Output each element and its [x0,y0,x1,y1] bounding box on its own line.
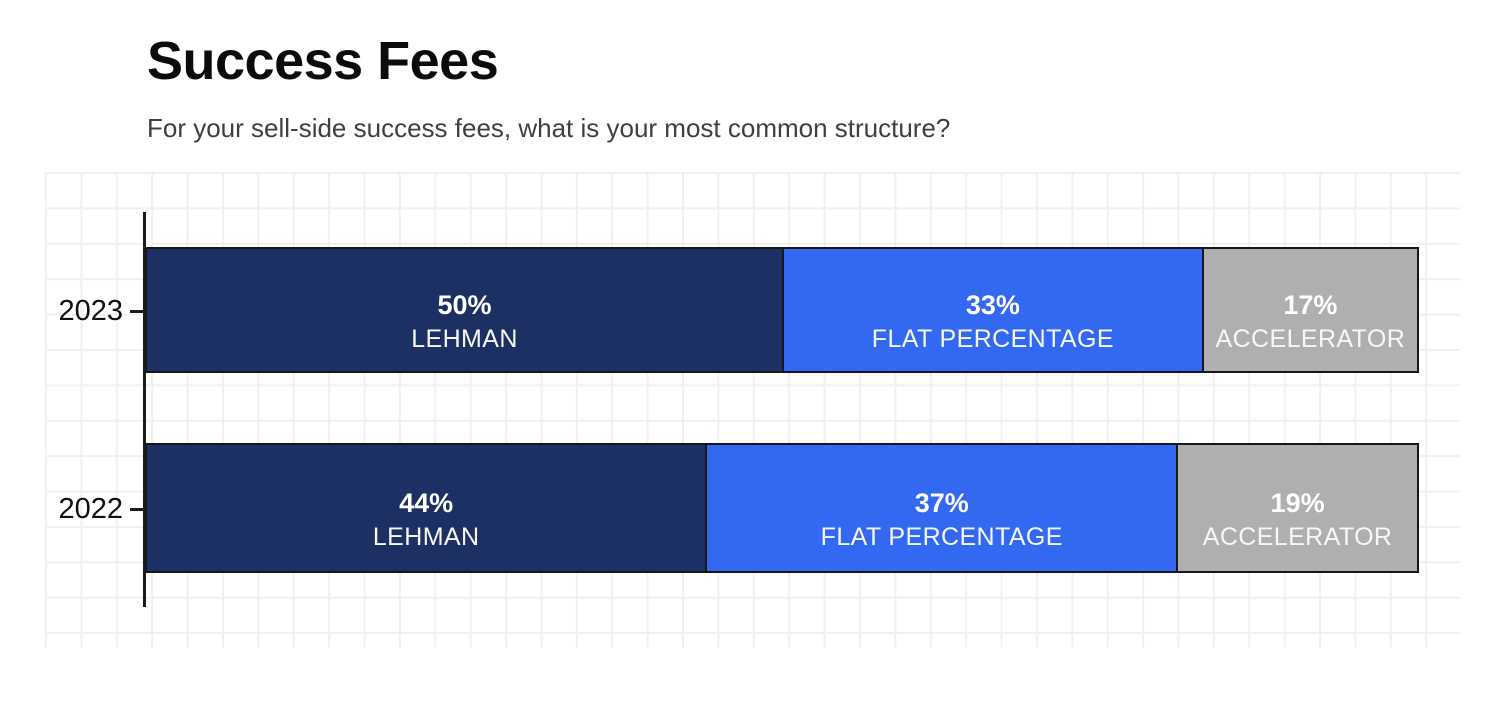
segment-label-group: 50% LEHMAN [411,288,518,356]
segment-value: 44% [399,488,454,518]
segment-value: 17% [1283,290,1338,320]
page-title: Success Fees [147,31,499,91]
category-label-2022: 2022 [58,493,123,525]
bar-segment-flat-percentage: 37% FLAT PERCENTAGE [705,443,1179,573]
tick-2022 [130,508,144,511]
segment-series-name: ACCELERATOR [1202,523,1393,551]
bar-segment-accelerator: 17% ACCELERATOR [1201,247,1419,373]
segment-label-group: 33% FLAT PERCENTAGE [872,288,1114,356]
bar-segment-flat-percentage: 33% FLAT PERCENTAGE [782,247,1204,373]
y-axis-line [143,212,146,607]
tick-2023 [130,310,144,313]
bar-segment-accelerator: 19% ACCELERATOR [1176,443,1419,573]
page-subtitle: For your sell-side success fees, what is… [147,113,951,143]
segment-label-group: 17% ACCELERATOR [1216,288,1406,356]
segment-value: 33% [965,290,1020,320]
segment-series-name: FLAT PERCENTAGE [871,325,1114,353]
bar-segment-lehman: 50% LEHMAN [145,247,784,373]
bar-row-2023: 50% LEHMAN 33% FLAT PERCENTAGE 17% ACCELERATO… [145,247,1423,373]
segment-label-group: 44% LEHMAN [373,486,480,554]
bar-segment-lehman: 44% LEHMAN [145,443,708,573]
segment-series-name: LEHMAN [372,523,480,551]
accent-stripe-gray [0,463,29,710]
segment-series-name: ACCELERATOR [1215,325,1406,353]
accent-stripe-blue [0,219,29,463]
segment-series-name: LEHMAN [411,325,518,353]
segment-value: 37% [914,488,969,518]
chart-panel: 2023 2022 50% LEHMAN 33% FLAT PERCENTAGE 17%… [45,172,1460,648]
segment-series-name: FLAT PERCENTAGE [820,523,1063,551]
category-label-2023: 2023 [58,295,123,327]
accent-stripe-navy [0,0,29,219]
segment-value: 50% [437,290,492,320]
segment-value: 19% [1270,488,1325,518]
bar-row-2022: 44% LEHMAN 37% FLAT PERCENTAGE 19% ACCELERATO… [145,443,1423,573]
segment-label-group: 19% ACCELERATOR [1203,486,1393,554]
segment-label-group: 37% FLAT PERCENTAGE [821,486,1063,554]
